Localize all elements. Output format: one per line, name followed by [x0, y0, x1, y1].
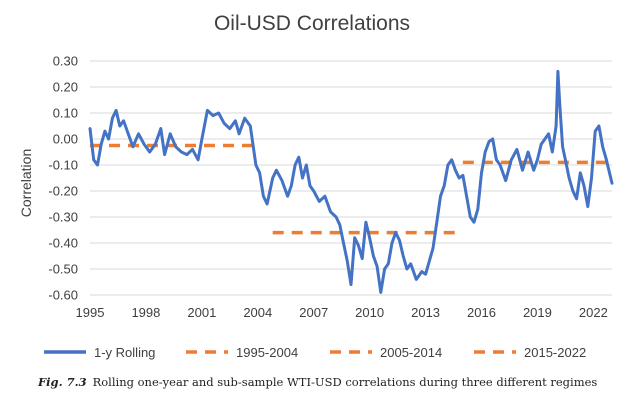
- x-tick-label: 2016: [467, 305, 496, 320]
- y-tick-label: 0.00: [53, 132, 78, 147]
- x-tick-label: 1998: [131, 305, 160, 320]
- caption-label: Fig. 7.3: [38, 375, 87, 389]
- legend-label: 1-y Rolling: [94, 345, 155, 360]
- x-tick-label: 2022: [579, 305, 608, 320]
- legend: 1-y Rolling 1995-2004 2005-2014 2015-2022: [44, 345, 586, 360]
- y-axis-ticks: 0.30 0.20 0.10 0.00 -0.10 -0.20 -0.30 -0.40 -0.5…: [48, 54, 78, 303]
- rolling-series: [88, 69, 614, 294]
- figure-caption: Fig. 7.3 Rolling one-year and sub-sample …: [38, 375, 633, 389]
- y-tick-label: -0.40: [48, 236, 78, 251]
- x-tick-label: 2001: [187, 305, 216, 320]
- y-tick-label: -0.10: [48, 158, 78, 173]
- y-axis-label: Correlation: [18, 149, 34, 217]
- chart-title: Oil-USD Correlations: [214, 12, 410, 35]
- y-tick-label: -0.50: [48, 262, 78, 277]
- x-axis-ticks: 1995 1998 2001 2004 2007 2010 2013 2016 2019 2022: [76, 305, 608, 320]
- y-tick-label: 0.10: [53, 106, 78, 121]
- x-tick-label: 2007: [299, 305, 328, 320]
- grid-lines: [90, 60, 612, 296]
- regime-lines: [90, 143, 612, 235]
- chart: Oil-USD Correlations Correlation 0.30 0.2…: [18, 12, 614, 360]
- y-tick-label: -0.20: [48, 184, 78, 199]
- legend-label: 1995-2004: [236, 345, 298, 360]
- x-tick-label: 2013: [411, 305, 440, 320]
- y-tick-label: -0.30: [48, 210, 78, 225]
- legend-label: 2015-2022: [524, 345, 586, 360]
- y-tick-label: -0.60: [48, 288, 78, 303]
- caption-text: Rolling one-year and sub-sample WTI-USD …: [92, 375, 598, 389]
- series-line-rolling: [88, 69, 614, 294]
- x-tick-label: 2019: [523, 305, 552, 320]
- y-tick-label: 0.20: [53, 80, 78, 95]
- y-tick-label: 0.30: [53, 54, 78, 69]
- x-tick-label: 2010: [355, 305, 384, 320]
- legend-label: 2005-2014: [380, 345, 442, 360]
- x-tick-label: 1995: [76, 305, 105, 320]
- x-tick-label: 2004: [243, 305, 272, 320]
